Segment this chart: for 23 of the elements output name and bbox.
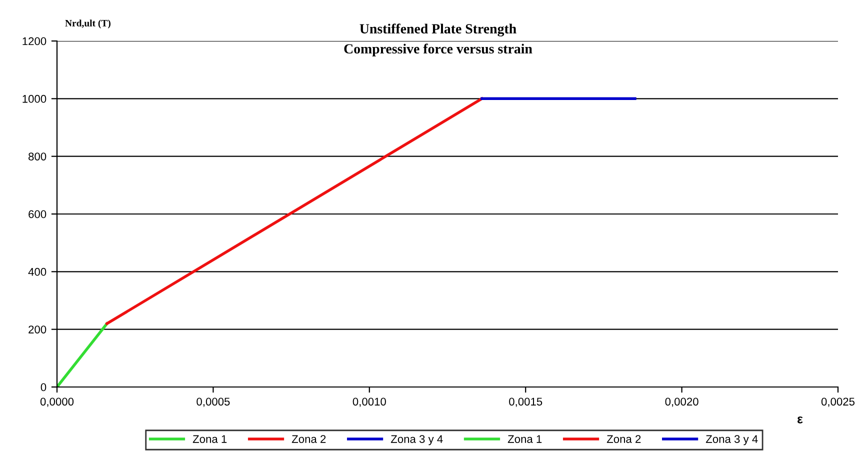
y-tick-label: 400 — [28, 268, 46, 276]
y-tick-label: 600 — [28, 210, 46, 218]
x-tick-label: 0,0000 — [40, 398, 74, 407]
x-tick-label: 0,0010 — [352, 398, 386, 407]
chart-subtitle: Compressive force versus strain — [344, 44, 532, 56]
legend-label: Zona 1 — [192, 435, 227, 443]
y-tick-label: 200 — [28, 326, 46, 334]
y-axis-title: Nrd,ult (T) — [65, 20, 110, 28]
chart-title: Unstiffened Plate Strength — [360, 24, 516, 36]
legend-label: Zona 2 — [606, 435, 641, 443]
y-tick-label: 1200 — [22, 37, 46, 46]
x-axis-title: ε — [798, 416, 803, 424]
legend-label: Zona 3 y 4 — [706, 435, 758, 446]
legend-label: Zona 2 — [292, 435, 326, 443]
y-tick-label: 1000 — [22, 94, 46, 103]
x-tick-label: 0,0005 — [196, 398, 230, 407]
y-tick-label: 800 — [28, 152, 46, 160]
x-tick-label: 0,0025 — [821, 398, 855, 407]
y-tick-label: 0 — [40, 383, 46, 392]
x-tick-label: 0,0015 — [509, 398, 542, 407]
legend-label: Zona 1 — [508, 435, 542, 443]
x-tick-label: 0,0020 — [665, 398, 698, 407]
legend-label: Zona 3 y 4 — [390, 435, 443, 446]
